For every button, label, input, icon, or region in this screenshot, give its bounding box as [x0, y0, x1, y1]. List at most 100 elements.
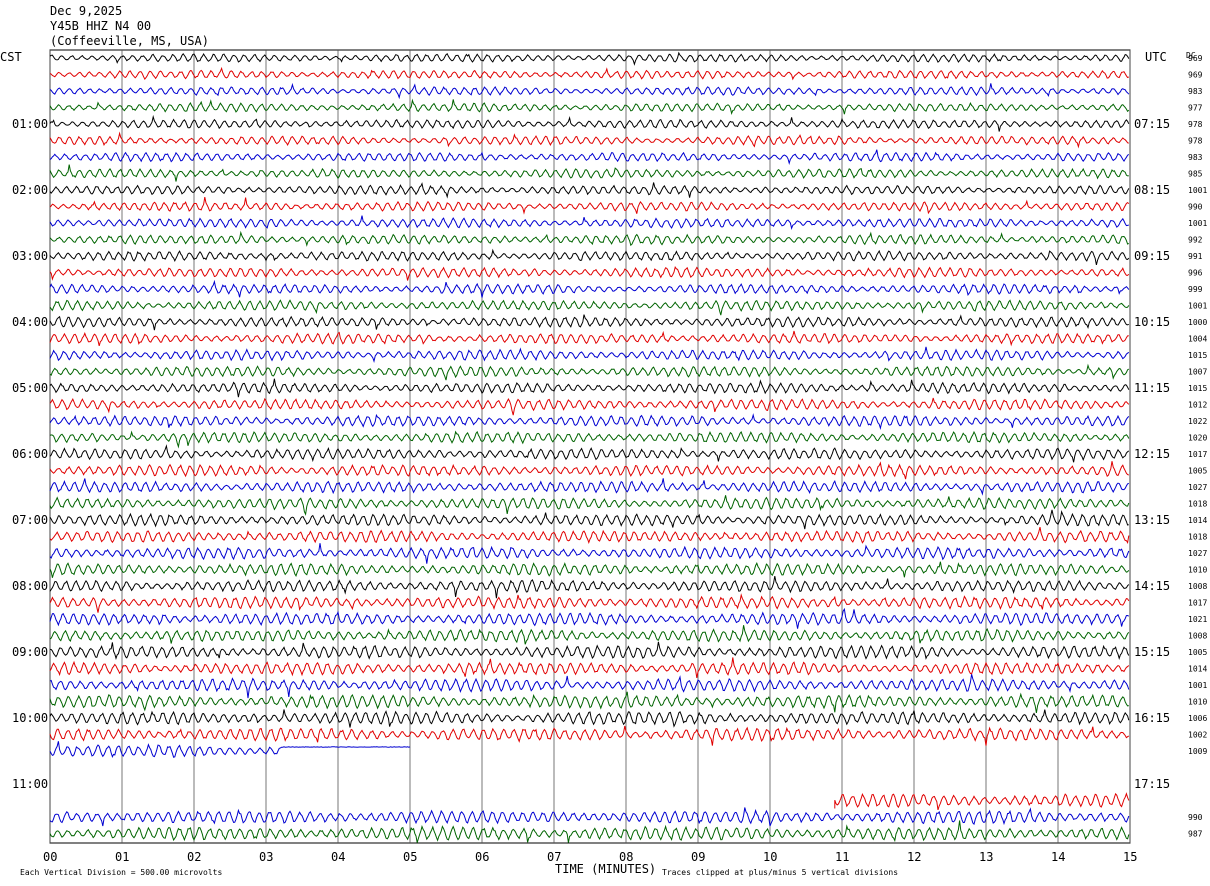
x-tick-label: 04 [331, 850, 345, 864]
x-tick-label: 05 [403, 850, 417, 864]
right-hour-label: 11:15 [1134, 381, 1170, 395]
plot-frame [49, 49, 1131, 844]
left-hour-label: 02:00 [12, 183, 48, 197]
header-location: (Coffeeville, MS, USA) [50, 34, 209, 48]
left-hour-label: 03:00 [12, 249, 48, 263]
trace-line [49, 248, 1130, 266]
dc-offset-label: 983 [1188, 87, 1203, 96]
right-hour-label: 12:15 [1134, 447, 1170, 461]
trace-line [49, 725, 1130, 746]
trace-line [49, 413, 1130, 431]
dc-offset-label: 1001 [1188, 681, 1207, 690]
dc-offset-label: 990 [1188, 813, 1203, 822]
x-tick-label: 14 [1051, 850, 1065, 864]
right-hour-label: 08:15 [1134, 183, 1170, 197]
right-hour-label: 07:15 [1134, 117, 1170, 131]
trace-line [49, 509, 1129, 530]
dc-offset-label: 978 [1188, 137, 1203, 146]
x-tick-label: 02 [187, 850, 201, 864]
trace-line [49, 51, 1130, 66]
dc-offset-label: 1017 [1188, 450, 1207, 459]
trace-line [49, 820, 1130, 843]
dc-offset-label: 1015 [1188, 384, 1207, 393]
dc-offset-label: 1017 [1188, 599, 1207, 608]
trace-line [49, 397, 1130, 416]
left-hour-label: 11:00 [12, 777, 48, 791]
x-tick-label: 12 [907, 850, 921, 864]
trace-line [49, 593, 1130, 613]
clip-note: Traces clipped at plus/minus 5 vertical … [662, 868, 898, 877]
dc-offset-label: 985 [1188, 170, 1203, 179]
dc-offset-label: 1014 [1188, 665, 1207, 674]
dc-offset-label: 1014 [1188, 516, 1207, 525]
trace-line [49, 607, 1130, 629]
dc-offset-label: 996 [1188, 269, 1203, 278]
x-tick-label: 13 [979, 850, 993, 864]
left-axis-label: CST [0, 50, 22, 64]
trace-line [49, 657, 1130, 678]
left-hour-label: 08:00 [12, 579, 48, 593]
dc-offset-label: 1020 [1188, 434, 1207, 443]
dc-offset-label: 1004 [1188, 335, 1207, 344]
scale-note: Each Vertical Division = 500.00 microvol… [20, 868, 222, 877]
x-tick-label: 11 [835, 850, 849, 864]
dc-offset-label: 969 [1188, 54, 1203, 63]
trace-line [49, 526, 1130, 545]
x-tick-label: 10 [763, 850, 777, 864]
left-hour-label: 06:00 [12, 447, 48, 461]
trace-line [49, 182, 1130, 199]
dc-offset-label: 1027 [1188, 483, 1207, 492]
header-date: Dec 9,2025 [50, 4, 123, 18]
dc-offset-label: 999 [1188, 285, 1203, 294]
trace-line [49, 346, 1130, 364]
dc-offset-label: 983 [1188, 153, 1203, 162]
grid-lines [49, 49, 1131, 844]
dc-offset-label: 977 [1188, 104, 1203, 113]
x-tick-label: 00 [43, 850, 57, 864]
dc-offset-label: 1018 [1188, 500, 1207, 509]
dc-offset-label: 1006 [1188, 714, 1207, 723]
dc-offset-label: 1000 [1188, 318, 1207, 327]
trace-line [49, 444, 1130, 463]
dc-offset-label: 990 [1188, 203, 1203, 212]
trace-line [49, 363, 1130, 381]
trace-line [49, 197, 1130, 215]
trace-line [49, 478, 1130, 496]
trace-line [49, 709, 1130, 728]
dc-offset-label: 978 [1188, 120, 1203, 129]
dc-offset-label: 1001 [1188, 302, 1207, 311]
trace-line [49, 98, 1130, 116]
dc-offset-label: 1001 [1188, 186, 1207, 195]
dc-offset-label: 1005 [1188, 467, 1207, 476]
dc-offset-label: 1027 [1188, 549, 1207, 558]
dc-offset-label: 1008 [1188, 582, 1207, 591]
left-hour-label: 07:00 [12, 513, 48, 527]
x-tick-label: 03 [259, 850, 273, 864]
dc-offset-label: 1018 [1188, 533, 1207, 542]
trace-line [49, 149, 1130, 166]
dc-offset-label: 1008 [1188, 632, 1207, 641]
dc-offset-label: 1009 [1188, 747, 1207, 756]
trace-line [49, 561, 1130, 578]
header-station: Y45B HHZ N4 00 [50, 19, 152, 33]
trace-line [49, 131, 1129, 149]
dc-offset-label: 1007 [1188, 368, 1207, 377]
dc-offset-label: 1015 [1188, 351, 1207, 360]
trace-line [49, 330, 1129, 347]
x-tick-label: 07 [547, 850, 561, 864]
dc-offset-label: 1002 [1188, 731, 1207, 740]
left-hour-label: 05:00 [12, 381, 48, 395]
x-tick-label: 09 [691, 850, 705, 864]
trace-line [49, 625, 1130, 645]
left-hour-label: 04:00 [12, 315, 48, 329]
right-hour-label: 09:15 [1134, 249, 1170, 263]
left-hour-label: 10:00 [12, 711, 48, 725]
right-hour-label: 14:15 [1134, 579, 1170, 593]
dc-offset-label: 991 [1188, 252, 1203, 261]
trace-line [49, 266, 1130, 281]
trace-line [49, 299, 1130, 316]
right-hour-label: 17:15 [1134, 777, 1170, 791]
dc-offset-label: 1010 [1188, 698, 1207, 707]
trace-line [49, 114, 1130, 132]
x-tick-label: 15 [1123, 850, 1137, 864]
